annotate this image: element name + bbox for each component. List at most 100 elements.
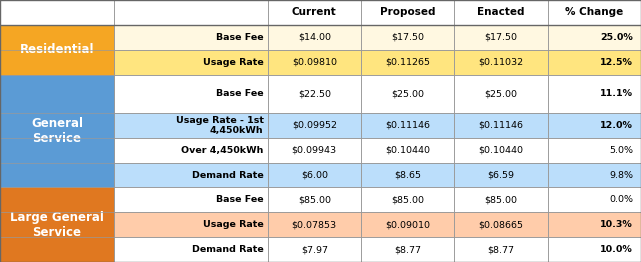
Bar	[0, 74, 114, 188]
Text: $8.77: $8.77	[487, 245, 515, 254]
Text: $0.10440: $0.10440	[385, 146, 430, 155]
Text: Enacted: Enacted	[478, 7, 525, 17]
Bar	[547, 237, 641, 262]
Text: $25.00: $25.00	[485, 89, 517, 98]
Bar	[114, 212, 267, 237]
Text: Residential: Residential	[20, 43, 94, 56]
Text: $0.11146: $0.11146	[385, 121, 430, 130]
Bar	[361, 74, 454, 113]
Text: 9.8%: 9.8%	[609, 171, 633, 179]
Text: $17.50: $17.50	[485, 33, 517, 42]
Text: 11.1%: 11.1%	[600, 89, 633, 98]
Bar	[114, 237, 267, 262]
Text: $25.00: $25.00	[391, 89, 424, 98]
Bar	[267, 163, 361, 188]
Text: Base Fee: Base Fee	[216, 33, 263, 42]
Text: $14.00: $14.00	[298, 33, 331, 42]
Text: 25.0%: 25.0%	[600, 33, 633, 42]
Bar	[547, 163, 641, 188]
Text: Usage Rate: Usage Rate	[203, 58, 263, 67]
Bar	[114, 50, 267, 74]
Text: 0.0%: 0.0%	[609, 195, 633, 204]
Bar	[454, 212, 547, 237]
Bar	[361, 163, 454, 188]
Text: Demand Rate: Demand Rate	[192, 171, 263, 179]
Bar	[547, 113, 641, 138]
Text: Usage Rate: Usage Rate	[203, 220, 263, 229]
Text: $0.09943: $0.09943	[292, 146, 337, 155]
Text: 10.3%: 10.3%	[600, 220, 633, 229]
Text: $85.00: $85.00	[391, 195, 424, 204]
Bar	[0, 0, 114, 25]
Text: Proposed: Proposed	[380, 7, 435, 17]
Bar	[0, 25, 114, 74]
Bar	[267, 25, 361, 50]
Bar	[361, 237, 454, 262]
Text: $0.07853: $0.07853	[292, 220, 337, 229]
Bar	[114, 138, 267, 163]
Bar	[454, 163, 547, 188]
Bar	[361, 212, 454, 237]
Text: $85.00: $85.00	[298, 195, 331, 204]
Bar	[0, 74, 114, 113]
Text: Base Fee: Base Fee	[216, 89, 263, 98]
Text: $0.09010: $0.09010	[385, 220, 430, 229]
Bar	[0, 25, 114, 50]
Text: $17.50: $17.50	[391, 33, 424, 42]
Bar	[114, 74, 267, 113]
Bar	[267, 74, 361, 113]
Bar	[547, 50, 641, 74]
Text: $22.50: $22.50	[298, 89, 331, 98]
Bar	[267, 188, 361, 212]
Text: 5.0%: 5.0%	[609, 146, 633, 155]
Text: $8.65: $8.65	[394, 171, 421, 179]
Text: % Change: % Change	[565, 7, 624, 17]
Bar	[0, 188, 114, 262]
Text: Large General
Service: Large General Service	[10, 211, 104, 239]
Bar	[454, 188, 547, 212]
Bar	[454, 0, 547, 25]
Text: $0.11032: $0.11032	[478, 58, 524, 67]
Text: General
Service: General Service	[31, 117, 83, 145]
Bar	[267, 113, 361, 138]
Bar	[361, 50, 454, 74]
Bar	[454, 138, 547, 163]
Bar	[114, 0, 267, 25]
Text: $0.10440: $0.10440	[478, 146, 524, 155]
Bar	[267, 50, 361, 74]
Text: Base Fee: Base Fee	[216, 195, 263, 204]
Bar	[361, 25, 454, 50]
Text: 12.5%: 12.5%	[600, 58, 633, 67]
Bar	[547, 188, 641, 212]
Text: Usage Rate - 1st
4,450kWh: Usage Rate - 1st 4,450kWh	[176, 116, 263, 135]
Bar	[0, 163, 114, 188]
Bar	[454, 74, 547, 113]
Bar	[0, 212, 114, 237]
Text: $7.97: $7.97	[301, 245, 328, 254]
Text: $0.08665: $0.08665	[478, 220, 524, 229]
Text: $0.09952: $0.09952	[292, 121, 337, 130]
Text: $85.00: $85.00	[485, 195, 517, 204]
Bar	[114, 188, 267, 212]
Bar	[547, 0, 641, 25]
Bar	[267, 138, 361, 163]
Bar	[361, 138, 454, 163]
Bar	[0, 50, 114, 74]
Text: $6.59: $6.59	[487, 171, 515, 179]
Text: 10.0%: 10.0%	[600, 245, 633, 254]
Bar	[0, 113, 114, 138]
Text: Over 4,450kWh: Over 4,450kWh	[181, 146, 263, 155]
Text: Current: Current	[292, 7, 337, 17]
Bar	[0, 138, 114, 163]
Bar	[114, 113, 267, 138]
Bar	[547, 212, 641, 237]
Bar	[547, 138, 641, 163]
Bar	[114, 25, 267, 50]
Text: $0.11265: $0.11265	[385, 58, 430, 67]
Text: $0.09810: $0.09810	[292, 58, 337, 67]
Bar	[454, 237, 547, 262]
Text: $0.11146: $0.11146	[478, 121, 524, 130]
Text: $6.00: $6.00	[301, 171, 328, 179]
Bar	[547, 74, 641, 113]
Bar	[0, 237, 114, 262]
